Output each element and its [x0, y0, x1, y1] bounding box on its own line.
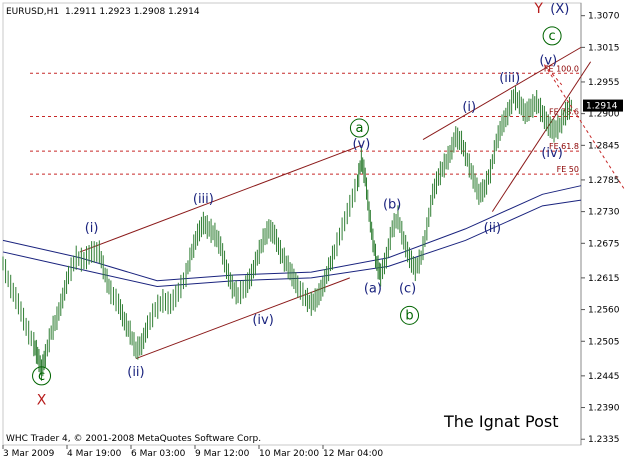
y-tick-label-10: 1.2505: [588, 337, 620, 347]
wave-label-5: (b): [383, 198, 401, 213]
circle-wave-3: c: [542, 26, 562, 46]
wave-label-1: (ii): [127, 365, 144, 380]
projection-lines: [543, 64, 625, 192]
y-tick-label-8: 1.2615: [588, 274, 620, 284]
channel-line-1: [135, 277, 350, 360]
projection-line-0: [543, 64, 625, 192]
wave-label-11: (iv): [541, 146, 562, 161]
channel-lines: [79, 46, 592, 360]
circle-wave-label: a: [355, 121, 363, 136]
wave-label-3: (iv): [252, 313, 273, 328]
x-tick-label-4: 10 Mar 20:00: [259, 449, 319, 459]
wave-circle: [542, 26, 562, 46]
fe-label-0: FE 100.0: [544, 64, 579, 73]
wave-label-4: (v): [352, 137, 370, 152]
wave-label-7: (c): [399, 281, 416, 296]
y-tick-label-5: 1.2785: [588, 176, 620, 186]
x-tick-label-3: 9 Mar 12:00: [195, 449, 250, 459]
wave-label-9: (ii): [484, 221, 501, 236]
watermark: The Ignat Post: [443, 412, 559, 431]
last-price-label: 1.2914: [586, 102, 618, 112]
wave-label-8: (i): [462, 100, 476, 115]
price-series: [2, 86, 572, 381]
fe-label-3: FE 50: [557, 165, 579, 174]
y-tick-label-13: 1.2335: [588, 435, 620, 445]
circle-wave-2: b: [400, 305, 420, 325]
circle-wave-0: c: [32, 366, 52, 386]
x-tick-label-5: 12 Mar 04:00: [323, 449, 383, 459]
wave-circle: [349, 118, 369, 138]
copyright-footer: WHC Trader 4, © 2001-2008 MetaQuotes Sof…: [6, 434, 261, 444]
symbol-header: EURUSD,H1: [6, 7, 59, 17]
wave-label-0: (i): [85, 221, 99, 236]
moving-average-1: [2, 199, 582, 288]
circle-wave-label: c: [38, 369, 45, 384]
channel-line-2: [422, 46, 582, 141]
y-tick-label-2: 1.2955: [588, 78, 620, 88]
wave-circle: [32, 366, 52, 386]
wave-label-12: (v): [539, 54, 557, 69]
x-tick-label-0: 3 Mar 2009: [3, 449, 55, 459]
y-tick-label-9: 1.2560: [588, 306, 620, 316]
x-tick-label-1: 4 Mar 19:00: [67, 449, 122, 459]
last-price-box: [583, 99, 623, 112]
projection-line-1: [544, 64, 563, 86]
wave-labels: (i) (ii) (iii) (iv) (v) (b) (a) (c) (i) (ii) (iii)…: [32, 1, 569, 409]
channel-line-3: [491, 61, 592, 212]
xy-label-2: (X): [550, 2, 569, 17]
wave-label-6: (a): [364, 281, 382, 296]
y-tick-label-6: 1.2730: [588, 208, 620, 218]
x-tick-label-2: 6 Mar 03:00: [131, 449, 186, 459]
y-tick-label-11: 1.2445: [588, 372, 620, 382]
wave-label-10: (iii): [499, 71, 520, 86]
fe-label-2: FE 61.8: [549, 142, 579, 151]
wave-circle: [400, 305, 420, 325]
y-tick-label-4: 1.2845: [588, 141, 620, 151]
channel-line-0: [79, 144, 362, 253]
price-axis: 1.3070 1.3015 1.2955 1.2900 1.2845 1.2785 1.27…: [581, 12, 623, 445]
wave-label-2: (iii): [193, 192, 214, 207]
y-tick-label-0: 1.3070: [588, 12, 620, 22]
y-tick-label-3: 1.2900: [588, 110, 620, 120]
time-axis: 3 Mar 2009 4 Mar 19:00 6 Mar 03:00 9 Mar 12…: [2, 445, 383, 459]
xy-label-1: Y: [533, 1, 543, 17]
circle-wave-label: c: [549, 29, 556, 44]
moving-averages: [2, 185, 582, 288]
ohlc-header: 1.2911 1.2923 1.2908 1.2914: [65, 7, 200, 17]
y-tick-label-7: 1.2675: [588, 239, 620, 249]
circle-wave-1: a: [349, 118, 369, 138]
moving-average-0: [2, 185, 582, 282]
xy-label-0: X: [37, 393, 47, 409]
y-tick-label-12: 1.2390: [588, 404, 620, 414]
y-tick-label-1: 1.3015: [588, 43, 620, 53]
circle-wave-label: b: [405, 308, 413, 323]
